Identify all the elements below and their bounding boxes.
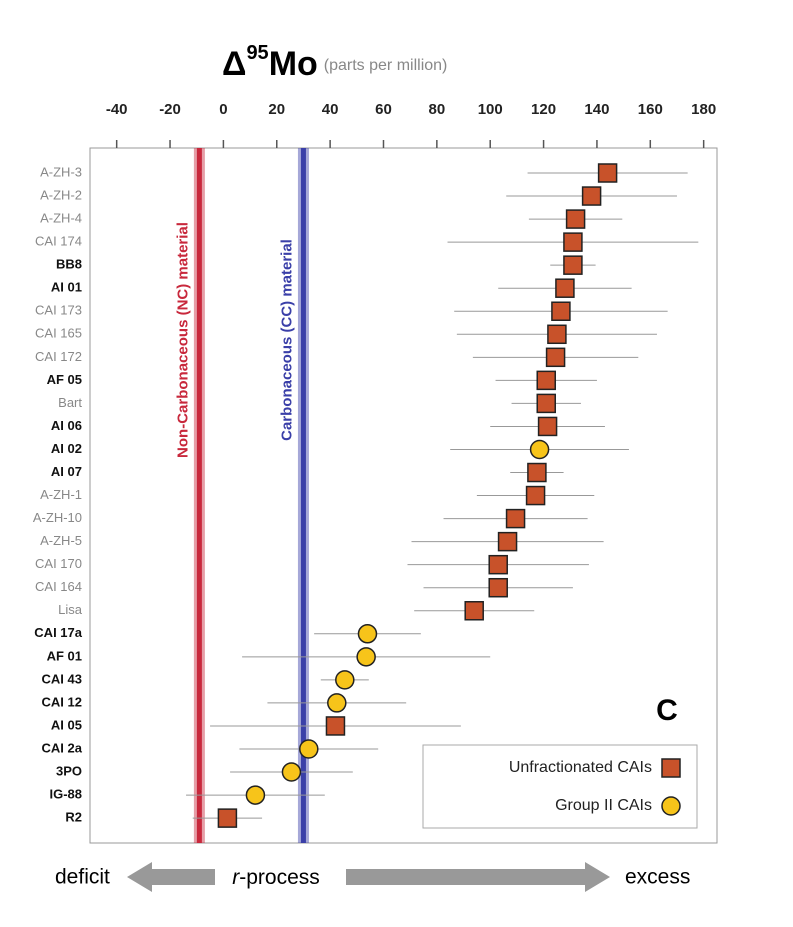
y-tick-label: A-ZH-5: [40, 533, 82, 548]
arrow-left: [127, 862, 215, 892]
data-point: [555, 278, 575, 298]
y-tick-label: AF 01: [47, 648, 82, 663]
y-tick-label: BB8: [56, 257, 82, 272]
y-tick-label: A-ZH-4: [40, 211, 82, 226]
y-tick-label: AI 02: [51, 441, 82, 456]
legend-label: Group II CAIs: [555, 797, 652, 814]
data-point: [281, 762, 302, 782]
data-point: [536, 370, 556, 391]
data-point: [529, 439, 550, 460]
title-element: Mo: [269, 45, 318, 83]
data-point: [527, 462, 547, 483]
plot-frame: [89, 147, 718, 844]
data-point: [563, 232, 583, 252]
y-tick-label: A-ZH-3: [40, 164, 82, 179]
y-tick-label: CAI 164: [35, 579, 82, 594]
data-point: [581, 186, 602, 206]
x-tick-label: 0: [219, 101, 227, 118]
y-tick-label: Bart: [58, 395, 82, 410]
x-tick-label: 160: [638, 101, 663, 118]
title-superscript: 95: [246, 42, 268, 64]
y-tick-label: AF 05: [47, 372, 82, 387]
data-point: [551, 301, 571, 321]
data-point: [356, 647, 376, 667]
y-tick-label: A-ZH-1: [40, 487, 82, 502]
arrow-middle: -process: [239, 866, 320, 889]
x-tick-label: -20: [159, 101, 181, 118]
data-point: [545, 347, 566, 368]
data-point: [217, 808, 238, 828]
title-symbol: Δ: [222, 45, 246, 83]
y-tick-label: CAI 170: [35, 556, 82, 571]
legend: Unfractionated CAIs Group II CAIs: [509, 758, 681, 816]
data-point: [547, 324, 567, 345]
legend-label: Unfractionated CAIs: [509, 759, 652, 776]
arrow-right-label: excess: [625, 866, 690, 889]
y-tick-label: AI 05: [51, 717, 82, 732]
y-tick-label: CAI 165: [35, 326, 82, 341]
panel-label: C: [656, 694, 678, 727]
legend-box: [422, 744, 698, 829]
y-tick-label: CAI 173: [35, 303, 82, 318]
data-point: [565, 209, 586, 229]
x-tick-label: 100: [478, 101, 503, 118]
data-point: [325, 716, 346, 736]
plot-area: -40 -20 0 20 40 60 80 100 120 140 160 180 Non-Carbon…: [33, 101, 716, 843]
data-point: [563, 255, 583, 275]
x-tick-label: 180: [691, 101, 716, 118]
data-point: [357, 624, 378, 644]
y-tick-label: AI 06: [51, 418, 82, 433]
x-tick-label: 140: [584, 101, 609, 118]
legend-marker: [661, 796, 681, 816]
data-point: [497, 531, 518, 552]
data-point: [505, 508, 526, 529]
data-point: [245, 785, 266, 805]
legend-marker: [661, 758, 681, 778]
y-tick-label: CAI 2a: [42, 740, 83, 755]
y-tick-label: CAI 174: [35, 234, 82, 249]
data-point: [536, 393, 556, 414]
y-tick-label: CAI 12: [42, 694, 82, 709]
y-tick-label: CAI 43: [42, 671, 82, 686]
chart-title: Δ95Mo (parts per million): [222, 42, 447, 83]
data-point: [327, 693, 347, 713]
x-tick-label: 20: [268, 101, 285, 118]
y-tick-label: AI 07: [51, 464, 82, 479]
y-tick-label: 3PO: [56, 763, 82, 778]
reference-label: Carbonaceous (CC) material: [278, 239, 295, 441]
data-point: [299, 739, 319, 759]
data-point: [464, 601, 484, 621]
y-tick-label: AI 01: [51, 280, 82, 295]
y-tick-label: IG-88: [49, 787, 82, 802]
y-tick-label: R2: [65, 810, 82, 825]
data-point: [335, 670, 355, 690]
x-tick-label: 120: [531, 101, 556, 118]
data-point: [525, 485, 546, 506]
data-point: [537, 416, 558, 437]
arrow-middle-label: r-process: [232, 866, 320, 889]
x-tick-label: 60: [375, 101, 392, 118]
arrow-italic: r: [232, 866, 240, 889]
x-tick-label: -40: [106, 101, 128, 118]
y-tick-label: A-ZH-10: [33, 510, 82, 525]
y-tick-label: A-ZH-2: [40, 187, 82, 202]
y-tick-label: CAI 172: [35, 349, 82, 364]
data-point: [488, 554, 508, 575]
title-unit: (parts per million): [324, 57, 448, 74]
data-point: [597, 163, 618, 183]
y-tick-label: Lisa: [58, 602, 83, 617]
arrow-right: [346, 862, 610, 892]
data-point: [488, 577, 508, 598]
arrow-left-label: deficit: [55, 866, 110, 889]
reference-label: Non-Carbonaceous (NC) material: [174, 222, 191, 458]
y-tick-label: CAI 17a: [34, 625, 82, 640]
x-tick-label: 80: [429, 101, 446, 118]
x-tick-label: 40: [322, 101, 339, 118]
